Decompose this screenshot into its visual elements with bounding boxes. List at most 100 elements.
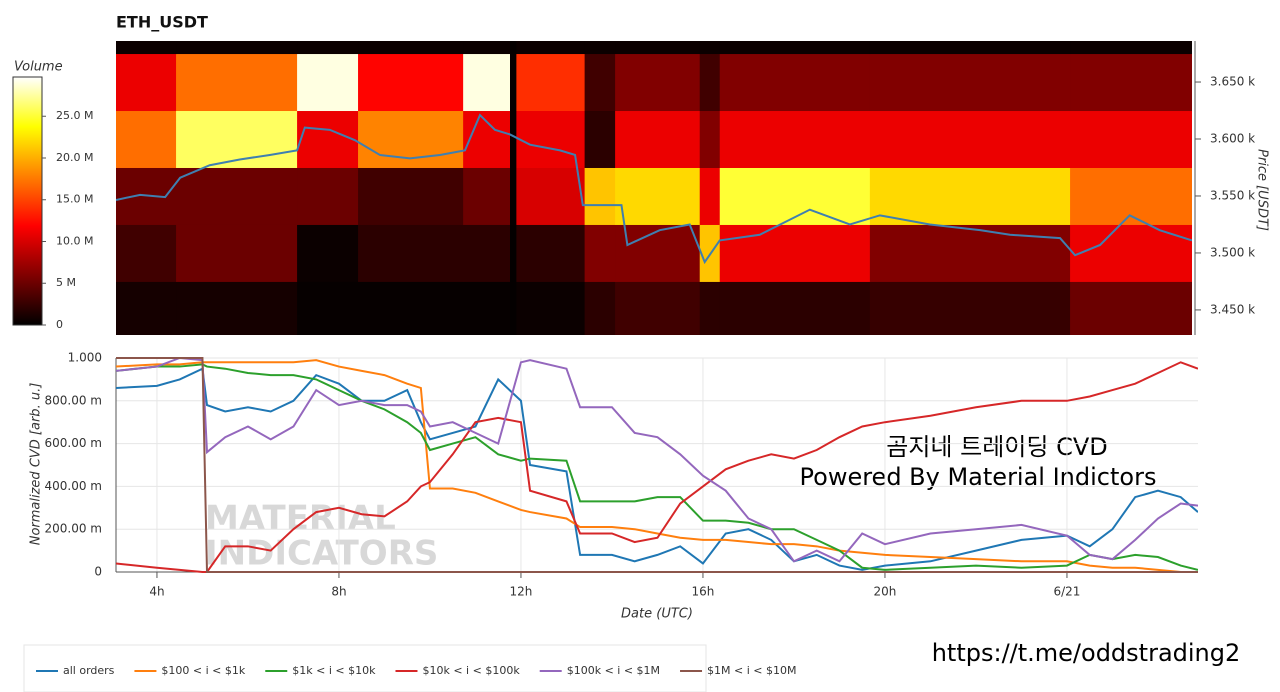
series-line [116, 361, 1198, 573]
heatmap-cell [516, 53, 586, 112]
colorbar-tick-label: 0 [56, 318, 63, 331]
x-tick-label: 4h [149, 585, 164, 599]
heatmap-cell [176, 224, 298, 282]
heatmap-cell [719, 281, 871, 335]
y-tick-label: 800.00 m [45, 393, 103, 407]
colorbar-tick-label: 5 M [56, 276, 76, 289]
y-tick-label: 600.00 m [45, 436, 103, 450]
heatmap-cell [719, 110, 871, 168]
y-tick-label: 200.00 m [45, 522, 103, 536]
x-axis-title: Date (UTC) [621, 607, 693, 622]
heatmap-cell [510, 281, 517, 335]
legend-label: $100 < i < $1k [161, 664, 245, 677]
y-tick-label: 0 [94, 565, 102, 579]
legend-label: $1M < i < $10M [707, 664, 796, 677]
heatmap-cell [1070, 110, 1192, 168]
heatmap-cell [510, 53, 517, 112]
y-tick-label: 3.500 k [1210, 245, 1255, 259]
heatmap-cell [869, 224, 1071, 282]
price-line [116, 113, 1192, 265]
heatmap-cell [358, 41, 464, 55]
heatmap-cell [358, 53, 464, 112]
legend-label: all orders [63, 664, 115, 677]
series-line [116, 356, 1198, 563]
heatmap-cell [516, 167, 586, 225]
x-tick-label: 8h [331, 585, 346, 599]
heatmap-cell [358, 110, 464, 168]
series-line [116, 357, 1198, 573]
heatmap-cell [615, 224, 701, 282]
annotation: 곰지네 트레이딩 CVD [886, 433, 1107, 461]
heatmap-cell [510, 167, 517, 225]
heatmap-cell [516, 110, 586, 168]
heatmap-cell [699, 110, 721, 168]
legend-box [23, 644, 707, 692]
y-axis-title: Price [USDT] [1255, 149, 1270, 231]
heatmap-cell [615, 53, 701, 112]
heatmap-cell [516, 224, 586, 282]
heatmap-cell [463, 110, 511, 168]
heatmap-cell [116, 53, 177, 112]
heatmap-cell [869, 167, 1071, 225]
heatmap-cell [719, 41, 871, 55]
series-line [116, 359, 1198, 573]
heatmap-cell [176, 167, 298, 225]
heatmap-cell [116, 224, 177, 282]
heatmap-cell [699, 281, 721, 335]
heatmap-cell [584, 41, 616, 55]
y-tick-label: 3.450 k [1210, 302, 1255, 316]
y-tick-label: 1.000 [68, 351, 102, 365]
heatmap-cell [516, 41, 586, 55]
heatmap-cell [176, 110, 298, 168]
heatmap-cell [869, 53, 1071, 112]
heatmap-cell [719, 224, 871, 282]
heatmap-cell [463, 53, 511, 112]
heatmap-cell [1070, 53, 1192, 112]
heatmap-cell [358, 281, 464, 335]
colorbar-tick-label: 15.0 M [56, 193, 93, 206]
heatmap-cell [116, 281, 177, 335]
heatmap-cell [1070, 224, 1192, 282]
colorbar [12, 76, 43, 326]
heatmap-cell [869, 110, 1071, 168]
heatmap-cell [116, 41, 177, 55]
heatmap-cell [116, 110, 177, 168]
heatmap-cell [176, 281, 298, 335]
y-tick-label: 3.550 k [1210, 188, 1255, 202]
series-line [116, 367, 1198, 571]
y-tick-label: 3.600 k [1210, 132, 1255, 146]
heatmap-cell [358, 224, 464, 282]
heatmap-cell [176, 53, 298, 112]
heatmap-cell [719, 167, 871, 225]
colorbar-title: Volume [14, 60, 63, 75]
y-tick-label: 400.00 m [45, 479, 103, 493]
heatmap-cell [463, 167, 511, 225]
heatmap-cell [358, 167, 464, 225]
heatmap-cell [1070, 281, 1192, 335]
y-axis-title: Normalized CVD [arb. u.] [29, 383, 44, 546]
heatmap-cell [1070, 41, 1192, 55]
watermark: INDICATORS [205, 534, 438, 574]
heatmap-cell [297, 281, 359, 335]
heatmap-cell [615, 110, 701, 168]
heatmap-cell [510, 41, 517, 55]
heatmap-cell [297, 41, 359, 55]
legend-label: $1k < i < $10k [292, 664, 376, 677]
heatmap-cell [615, 281, 701, 335]
colorbar-tick-label: 25.0 M [56, 109, 93, 122]
heatmap-cell [699, 41, 721, 55]
heatmap-cell [869, 281, 1071, 335]
heatmap-cell [584, 110, 616, 168]
heatmap-cell [584, 53, 616, 112]
y-tick-label: 3.650 k [1210, 75, 1255, 89]
x-tick-label: 6/21 [1053, 585, 1080, 599]
x-tick-label: 12h [510, 585, 533, 599]
legend-label: $100k < i < $1M [567, 664, 660, 677]
legend-label: $10k < i < $100k [422, 664, 520, 677]
heatmap [116, 41, 1192, 335]
colorbar-tick-label: 10.0 M [56, 234, 93, 247]
heatmap-cell [297, 53, 359, 112]
heatmap-cell [510, 110, 517, 168]
heatmap-cell [584, 224, 616, 282]
